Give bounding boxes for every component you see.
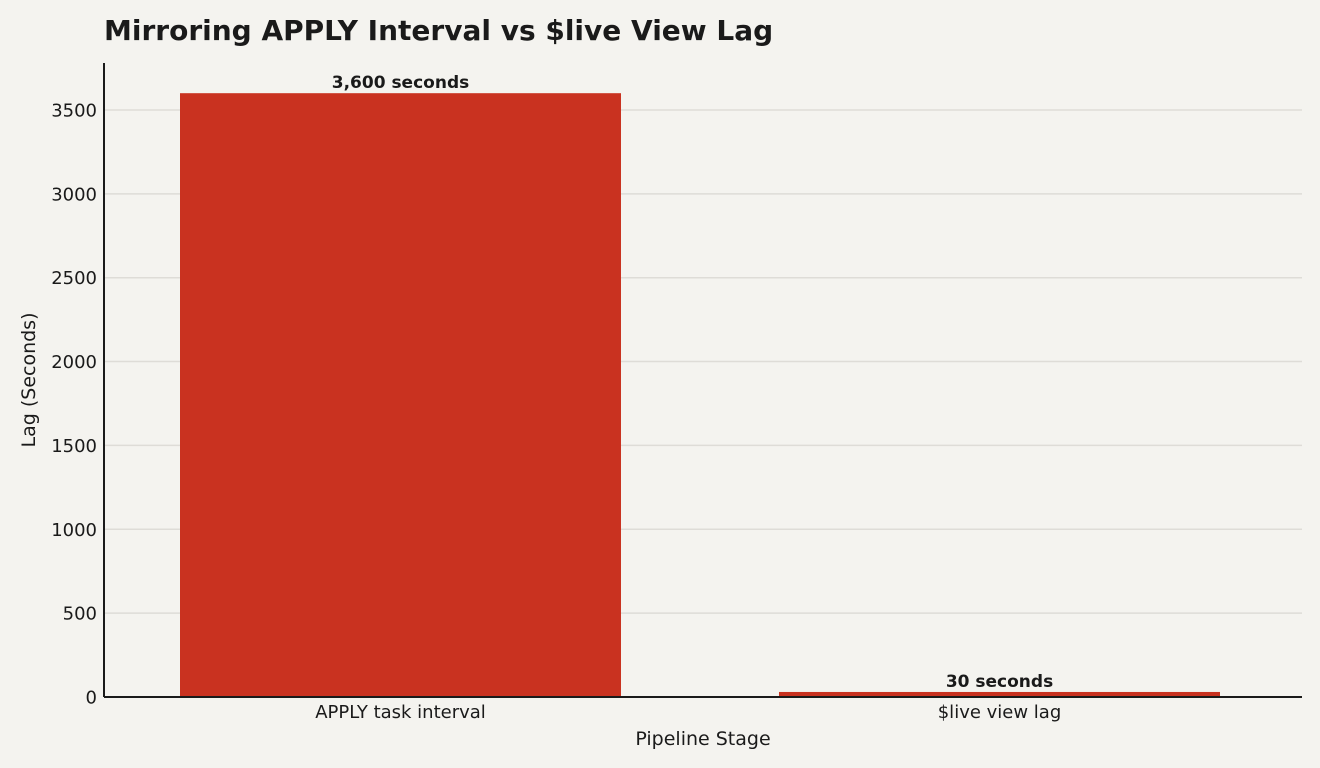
data-label: 30 seconds bbox=[946, 672, 1053, 692]
axes bbox=[103, 63, 1302, 698]
bars bbox=[180, 93, 1220, 697]
y-axis-label: Lag (Seconds) bbox=[18, 313, 40, 448]
bar bbox=[180, 93, 621, 697]
y-tick-label: 1000 bbox=[51, 520, 97, 541]
y-tick-label: 1500 bbox=[51, 436, 97, 457]
y-tick-label: 3500 bbox=[51, 100, 97, 121]
bar bbox=[779, 691, 1220, 697]
x-tick-labels: APPLY task interval $live view lag bbox=[315, 702, 1061, 723]
chart-title: Mirroring APPLY Interval vs $live View L… bbox=[104, 14, 773, 47]
x-tick-label: $live view lag bbox=[938, 702, 1062, 723]
x-axis-label: Pipeline Stage bbox=[635, 728, 770, 750]
y-tick-label: 3000 bbox=[51, 184, 97, 205]
y-tick-label: 500 bbox=[63, 604, 97, 625]
y-tick-label: 0 bbox=[86, 688, 97, 709]
y-tick-label: 2500 bbox=[51, 268, 97, 289]
y-tick-label: 2000 bbox=[51, 352, 97, 373]
x-tick-label: APPLY task interval bbox=[315, 702, 486, 723]
data-label: 3,600 seconds bbox=[332, 73, 470, 93]
data-labels: 3,600 seconds 30 seconds bbox=[332, 73, 1053, 692]
y-tick-labels: 0 500 1000 1500 2000 2500 3000 3500 bbox=[51, 100, 97, 708]
